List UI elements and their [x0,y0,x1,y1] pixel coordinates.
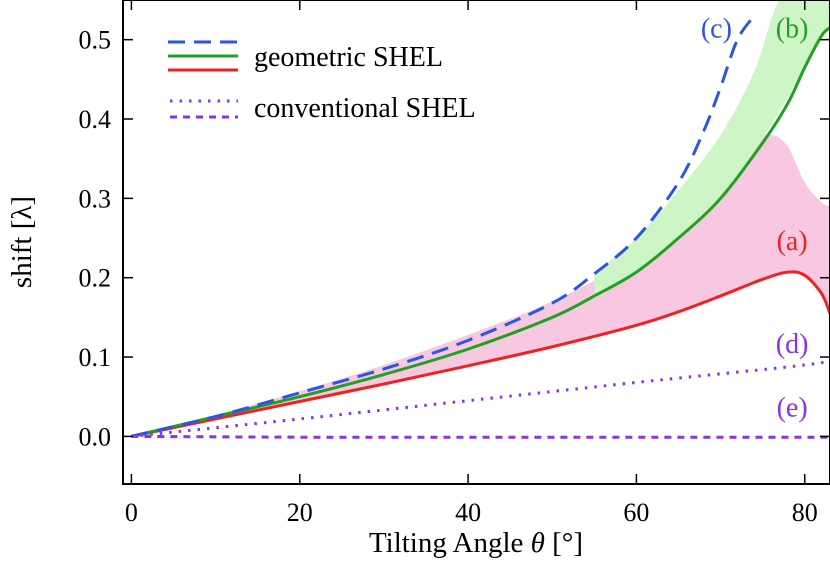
curves-layer [131,14,830,439]
ticks-layer: 0 20 40 60 80 0.0 0.1 0.2 0.3 0.4 0.5 [79,0,830,527]
y-tick-label: 0.4 [79,105,112,134]
curve-a [131,270,830,438]
y-axis-label: shift [λ] [6,196,38,288]
curve-e [131,434,830,439]
legend-label-conventional: conventional SHEL [254,93,476,124]
x-axis-label: Tilting Angle θ [°] [369,527,583,559]
y-tick-label: 0.0 [79,422,112,451]
legend-label-geometric: geometric SHEL [254,42,443,73]
curve-c [131,14,756,438]
annotation-d: (d) [776,329,809,360]
curve-d [131,357,830,438]
x-tick-label: 80 [792,498,818,527]
x-axis-label-unit: [°] [545,527,583,559]
x-tick-label: 0 [125,498,138,527]
annotation-c: (c) [701,13,732,44]
x-tick-label: 60 [623,498,649,527]
y-tick-label: 0.3 [79,184,112,213]
y-tick-label: 0.5 [79,26,112,55]
annotation-e: (e) [777,393,808,424]
y-tick-label: 0.1 [79,343,112,372]
annotations-layer: (a) (b) (c) (d) (e) [701,13,809,423]
green-band [594,0,830,296]
x-tick-label: 40 [455,498,481,527]
curve-b [131,26,830,438]
pink-band [131,134,830,437]
bands-layer [131,0,830,437]
y-tick-label: 0.2 [79,264,112,293]
x-tick-label: 20 [287,498,313,527]
annotation-a: (a) [777,226,808,257]
annotation-b: (b) [776,13,809,44]
plot-frame [122,0,830,485]
legend: geometric SHEL conventional SHEL [168,40,476,124]
x-axis-label-text: Tilting Angle [369,527,531,559]
x-axis-label-symbol: θ [531,527,545,559]
